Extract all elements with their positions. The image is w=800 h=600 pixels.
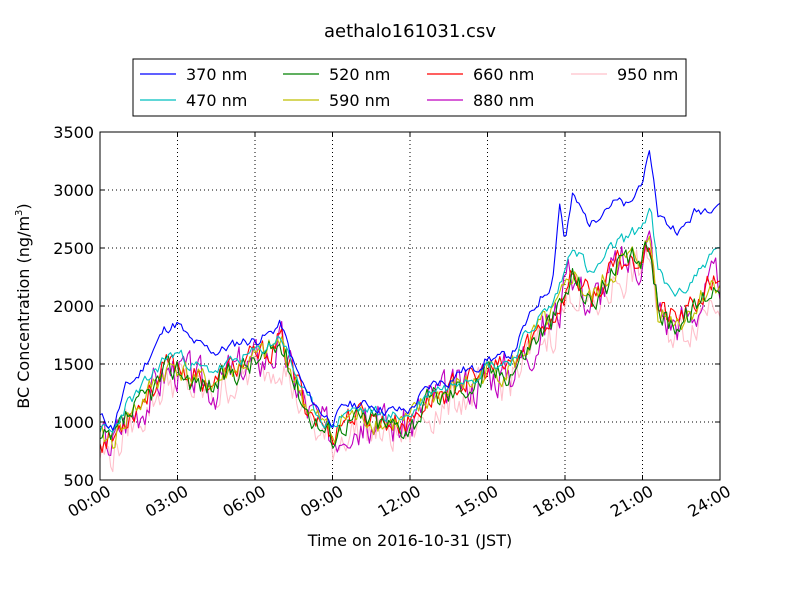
legend-label: 660 nm xyxy=(473,65,534,84)
x-axis-label: Time on 2016-10-31 (JST) xyxy=(307,531,512,550)
series-line-520-nm xyxy=(99,241,721,449)
series-layer xyxy=(99,150,721,473)
chart-title: aethalo161031.csv xyxy=(324,21,496,42)
y-axis-label-close: ) xyxy=(14,203,33,209)
y-tick-label: 3000 xyxy=(53,181,94,200)
grid xyxy=(100,132,720,480)
legend-label: 470 nm xyxy=(186,91,247,110)
y-tick-label: 2000 xyxy=(53,297,94,316)
series-line-470-nm xyxy=(99,207,721,433)
series-line-370-nm xyxy=(99,150,721,431)
legend-label: 950 nm xyxy=(617,65,678,84)
legend-label: 370 nm xyxy=(186,65,247,84)
y-tick-label: 3500 xyxy=(53,123,94,142)
legend-label: 590 nm xyxy=(329,91,390,110)
y-axis-label-main: BC Concentration (ng/m xyxy=(14,216,33,409)
legend-box xyxy=(132,58,687,117)
y-axis-label-sup: 3 xyxy=(14,210,25,216)
y-tick-label: 1000 xyxy=(53,413,94,432)
legend-items: 370 nm 470 nm 520 nm 590 nm 660 nm 880 nm 950 … xyxy=(140,65,678,110)
series-line-950-nm xyxy=(99,244,721,473)
y-tick-label: 500 xyxy=(63,471,94,490)
legend-label: 880 nm xyxy=(473,91,534,110)
y-axis-label: BC Concentration (ng/m3) xyxy=(14,203,33,408)
legend-label: 520 nm xyxy=(329,65,390,84)
y-tick-label: 1500 xyxy=(53,355,94,374)
series-line-660-nm xyxy=(99,240,721,454)
legend: 370 nm 470 nm 520 nm 590 nm 660 nm 880 nm 950 … xyxy=(132,58,687,117)
y-tick-label: 2500 xyxy=(53,239,94,258)
series-line-590-nm xyxy=(99,235,721,449)
